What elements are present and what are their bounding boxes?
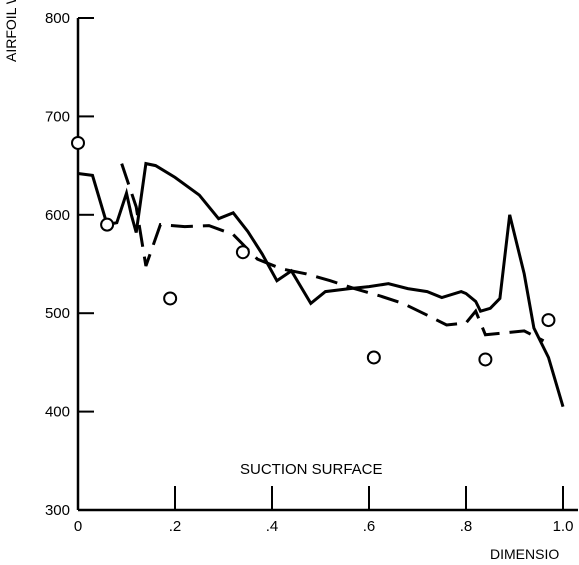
x-tick-label: .4 [266,518,279,535]
y-axis-label: AIRFOIL WALL TE [3,0,19,62]
series-group [71,135,565,408]
x-ticks: 0 .2 .4 .6 .8 1.0 [74,486,574,535]
axes [76,18,578,512]
x-tick-label: .8 [460,518,473,535]
y-tick-label: 300 [45,502,70,519]
data-point-marker [100,217,115,232]
x-tick-label: .2 [169,518,182,535]
suction-surface-annotation: SUCTION SURFACE [240,461,383,478]
data-point-marker [235,245,250,260]
x-axis-label: DIMENSIO [490,546,559,562]
y-tick-label: 500 [45,305,70,322]
y-tick-label: 700 [45,108,70,125]
data-point-marker [71,135,85,150]
y-tick-label: 400 [45,404,70,421]
data-point-marker [478,352,493,367]
y-tick-label: 800 [45,10,70,27]
x-tick-label: .6 [363,518,376,535]
data-point-marker [163,291,178,306]
x-tick-label: 0 [74,518,82,535]
data-point-marker [541,313,556,328]
data-point-marker [366,350,381,365]
x-tick-label: 1.0 [553,518,574,535]
solid-series-line [77,161,565,408]
y-ticks: 300 400 500 600 700 800 [45,10,94,519]
y-tick-label: 600 [45,207,70,224]
dashed-series-line [120,163,545,343]
